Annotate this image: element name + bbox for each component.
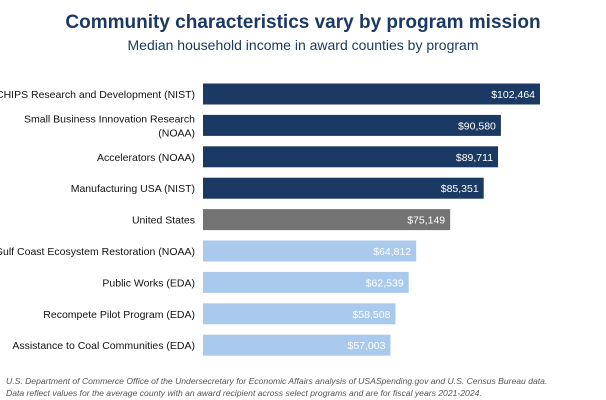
bar-6 xyxy=(203,271,409,293)
bar-0 xyxy=(203,83,540,105)
bar-1 xyxy=(203,114,501,136)
bar-4 xyxy=(203,209,451,231)
source-footnote: U.S. Department of Commerce Office of th… xyxy=(6,376,548,386)
category-label-7: Recompete Pilot Program (EDA) xyxy=(43,309,195,321)
value-label-5: $64,812 xyxy=(373,246,411,258)
category-label-0: CHIPS Research and Development (NIST) xyxy=(0,89,195,101)
value-label-6: $62,539 xyxy=(366,277,404,289)
bar-3 xyxy=(203,177,484,199)
value-label-4: $75,149 xyxy=(407,215,445,227)
value-label-0: $102,464 xyxy=(491,89,535,101)
value-label-3: $85,351 xyxy=(441,183,479,195)
bar-8 xyxy=(203,334,391,356)
value-label-7: $58,508 xyxy=(352,309,390,321)
value-label-8: $57,003 xyxy=(348,340,386,352)
category-label-2: Accelerators (NOAA) xyxy=(97,152,195,164)
chart-subtitle: Median household income in award countie… xyxy=(127,37,479,53)
category-label-1: Small Business Innovation Research (NOAA) xyxy=(24,113,195,139)
methodology-footnote: Data reflect values for the average coun… xyxy=(6,388,482,398)
bar-5 xyxy=(203,240,417,262)
category-label-4: United States xyxy=(132,215,195,227)
bar-2 xyxy=(203,146,499,168)
chart-title: Community characteristics vary by progra… xyxy=(65,12,541,33)
category-label-5: Gulf Coast Ecosystem Restoration (NOAA) xyxy=(0,246,195,258)
category-label-3: Manufacturing USA (NIST) xyxy=(71,183,195,195)
value-label-2: $89,711 xyxy=(456,152,493,164)
category-label-8: Assistance to Coal Communities (EDA) xyxy=(12,340,195,352)
category-label-6: Public Works (EDA) xyxy=(102,277,195,289)
value-label-1: $90,580 xyxy=(458,120,496,132)
bar-7 xyxy=(203,303,396,325)
